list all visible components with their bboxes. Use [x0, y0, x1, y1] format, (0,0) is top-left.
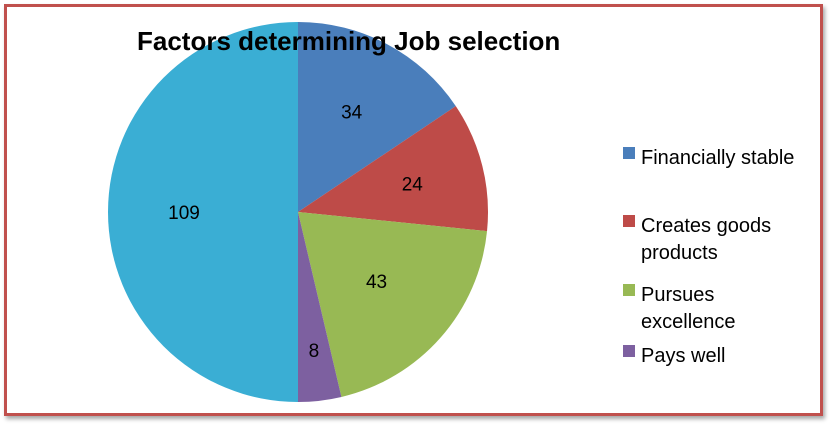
legend: Financially stable Creates goods products P… — [623, 147, 794, 367]
legend-label: Pursues — [641, 284, 714, 306]
pie-slice — [298, 106, 488, 232]
legend-item: Pays well — [623, 345, 725, 367]
slice-value-label: 8 — [309, 341, 320, 362]
legend-label: Creates goods — [641, 215, 771, 237]
legend-swatch — [623, 215, 635, 227]
slice-value-label: 34 — [341, 102, 363, 123]
legend-swatch — [623, 345, 635, 357]
pie-slice — [298, 212, 342, 402]
legend-item: Financially stable — [623, 147, 794, 169]
legend-label: Pays well — [641, 345, 725, 367]
slice-value-label: 24 — [402, 174, 424, 195]
slice-value-label: 109 — [168, 203, 200, 224]
legend-label: excellence — [641, 311, 736, 333]
pie-slice — [108, 22, 298, 402]
legend-item: Pursues excellence — [623, 284, 736, 333]
pie-slices — [108, 22, 488, 402]
slice-value-label: 43 — [366, 272, 387, 293]
pie-data-labels: 34 24 43 8 109 — [168, 102, 423, 361]
legend-swatch — [623, 284, 635, 296]
legend-item: Creates goods products — [623, 215, 771, 264]
pie-slice — [298, 22, 456, 212]
pie-slice — [298, 212, 488, 397]
legend-label: products — [641, 242, 718, 264]
legend-swatch — [623, 147, 635, 159]
chart-title: Factors determining Job selection — [137, 26, 560, 56]
legend-label: Financially stable — [641, 147, 794, 169]
